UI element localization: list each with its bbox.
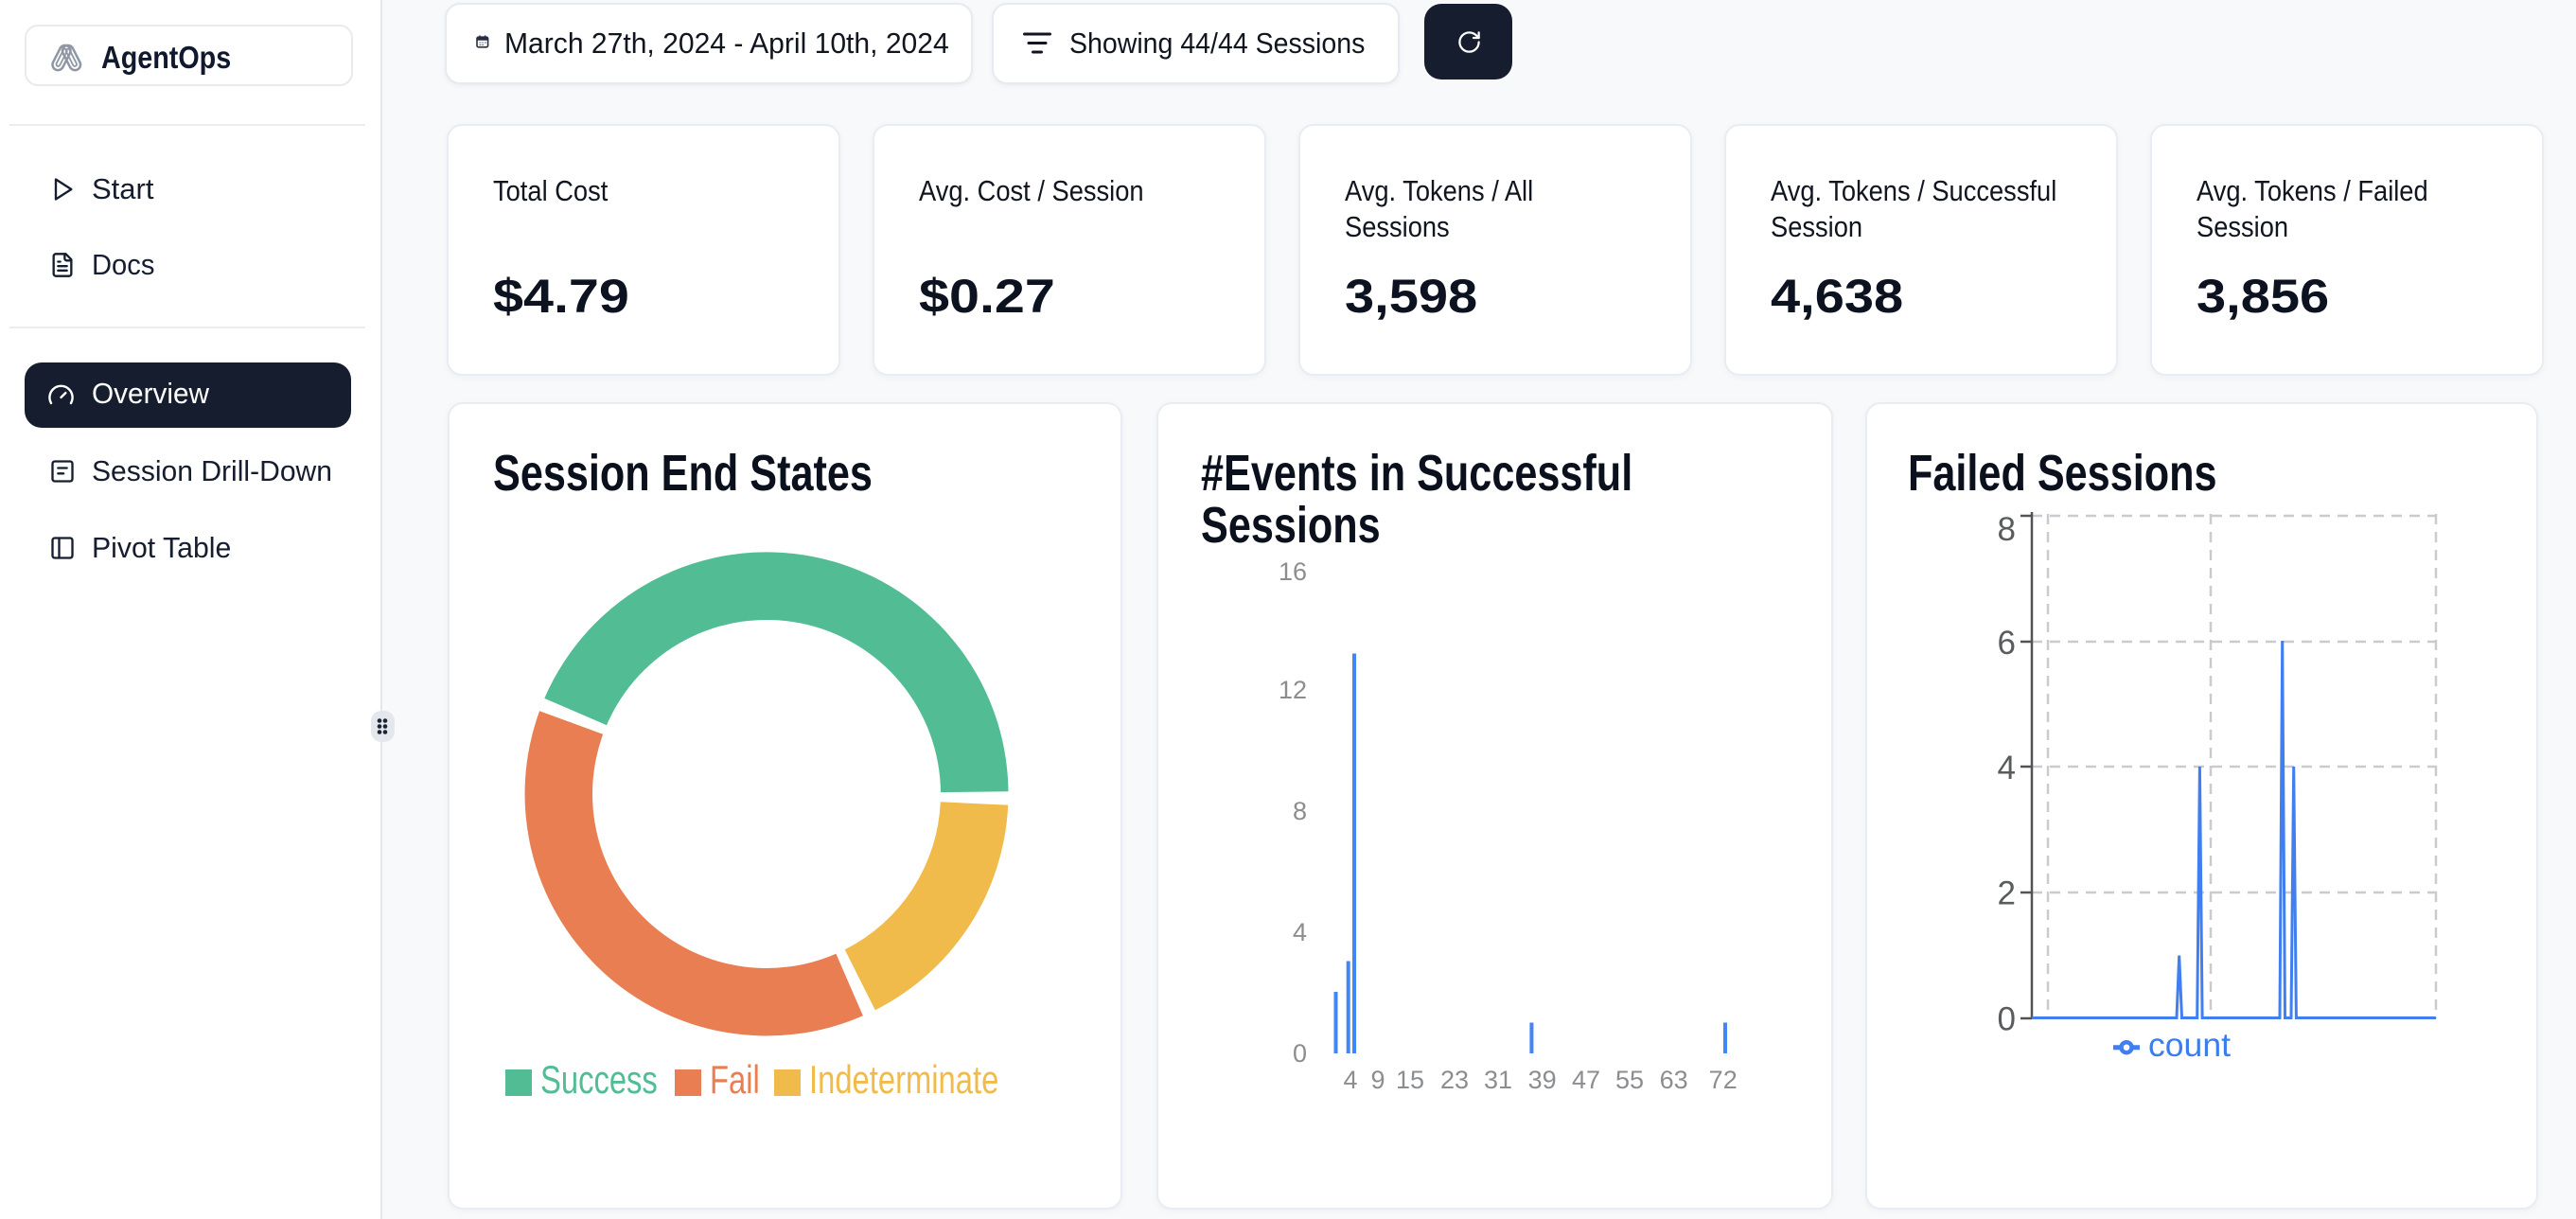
svg-text:16: 16 xyxy=(1279,557,1307,586)
svg-text:31: 31 xyxy=(1484,1066,1512,1094)
svg-text:15: 15 xyxy=(1396,1066,1424,1094)
svg-text:9: 9 xyxy=(1370,1066,1385,1094)
svg-text:47: 47 xyxy=(1572,1066,1600,1094)
svg-text:count: count xyxy=(2148,1027,2231,1064)
svg-text:4: 4 xyxy=(1343,1066,1357,1094)
svg-text:0: 0 xyxy=(1293,1039,1307,1068)
svg-text:39: 39 xyxy=(1528,1066,1557,1094)
svg-text:72: 72 xyxy=(1709,1066,1738,1094)
svg-text:8: 8 xyxy=(1293,797,1307,825)
svg-text:6: 6 xyxy=(1998,625,2016,662)
svg-text:0: 0 xyxy=(1998,1001,2016,1038)
svg-text:23: 23 xyxy=(1440,1066,1469,1094)
svg-text:8: 8 xyxy=(1998,511,2016,548)
svg-text:55: 55 xyxy=(1615,1066,1644,1094)
svg-text:4: 4 xyxy=(1293,918,1307,946)
svg-text:4: 4 xyxy=(1998,750,2016,786)
svg-text:63: 63 xyxy=(1660,1066,1688,1094)
svg-text:2: 2 xyxy=(1998,875,2016,912)
svg-text:12: 12 xyxy=(1279,676,1307,704)
